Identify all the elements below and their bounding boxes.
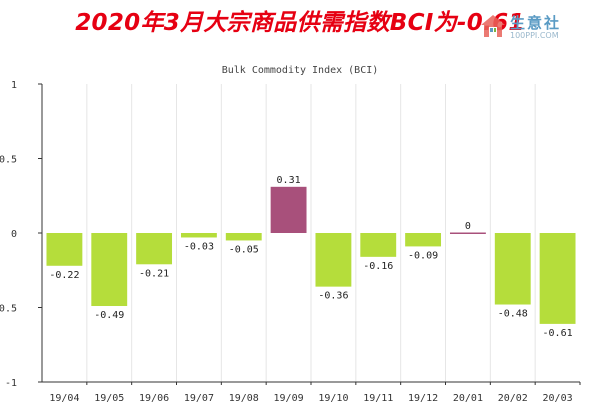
data-label: -0.22 [49,270,79,281]
x-tick-label: 19/05 [94,393,124,404]
y-tick-label: -1 [5,378,17,389]
x-tick-label: 20/02 [498,393,528,404]
data-label: -0.16 [363,261,393,272]
data-label: -0.49 [94,310,124,321]
y-tick-label: 0.5 [0,155,17,166]
x-tick-label: 19/11 [363,393,393,404]
y-tick-label: 0 [11,229,17,240]
x-tick-label: 19/10 [318,393,348,404]
x-tick-label: 19/12 [408,393,438,404]
y-tick-label: 1 [11,80,17,91]
data-label: -0.03 [184,241,214,252]
data-label: -0.05 [229,244,259,255]
x-tick-label: 20/01 [453,393,483,404]
x-tick-label: 20/03 [543,393,573,404]
chart-subtitle: Bulk Commodity Index (BCI) [222,65,379,76]
bar [270,186,307,233]
headline-title: 2020年3月大宗商品供需指数BCI为-0.61 [75,10,525,36]
bar [136,233,173,265]
bar [449,232,486,234]
y-tick-label: -0.5 [0,304,17,315]
data-label: -0.09 [408,250,438,261]
bar [225,233,262,241]
x-tick-label: 19/04 [49,393,79,404]
bar [91,233,128,307]
watermark-brand: 生意社 [510,14,562,32]
x-tick-label: 19/06 [139,393,169,404]
bar [315,233,352,287]
watermark-logo: 生意社 100PPI.COM [480,12,590,42]
bar [494,233,531,305]
bci-chart: Bulk Commodity Index (BCI) -0.22 19/04 -0.… [0,50,600,420]
data-label: -0.36 [318,291,348,302]
x-tick-label: 19/07 [184,393,214,404]
bar [180,233,217,238]
x-tick-label: 19/09 [274,393,304,404]
bar [405,233,442,247]
data-label: 0 [465,221,471,232]
bar [539,233,576,324]
bci-bar-chart-svg: Bulk Commodity Index (BCI) -0.22 19/04 -0.… [0,65,581,404]
bar [46,233,83,266]
data-label: -0.21 [139,268,169,279]
x-tick-label: 19/08 [229,393,259,404]
data-label: -0.48 [498,309,528,320]
house-icon [481,15,505,37]
data-label: 0.31 [277,175,301,186]
bar [360,233,397,257]
watermark-site: 100PPI.COM [510,31,559,40]
data-label: -0.61 [543,328,573,339]
